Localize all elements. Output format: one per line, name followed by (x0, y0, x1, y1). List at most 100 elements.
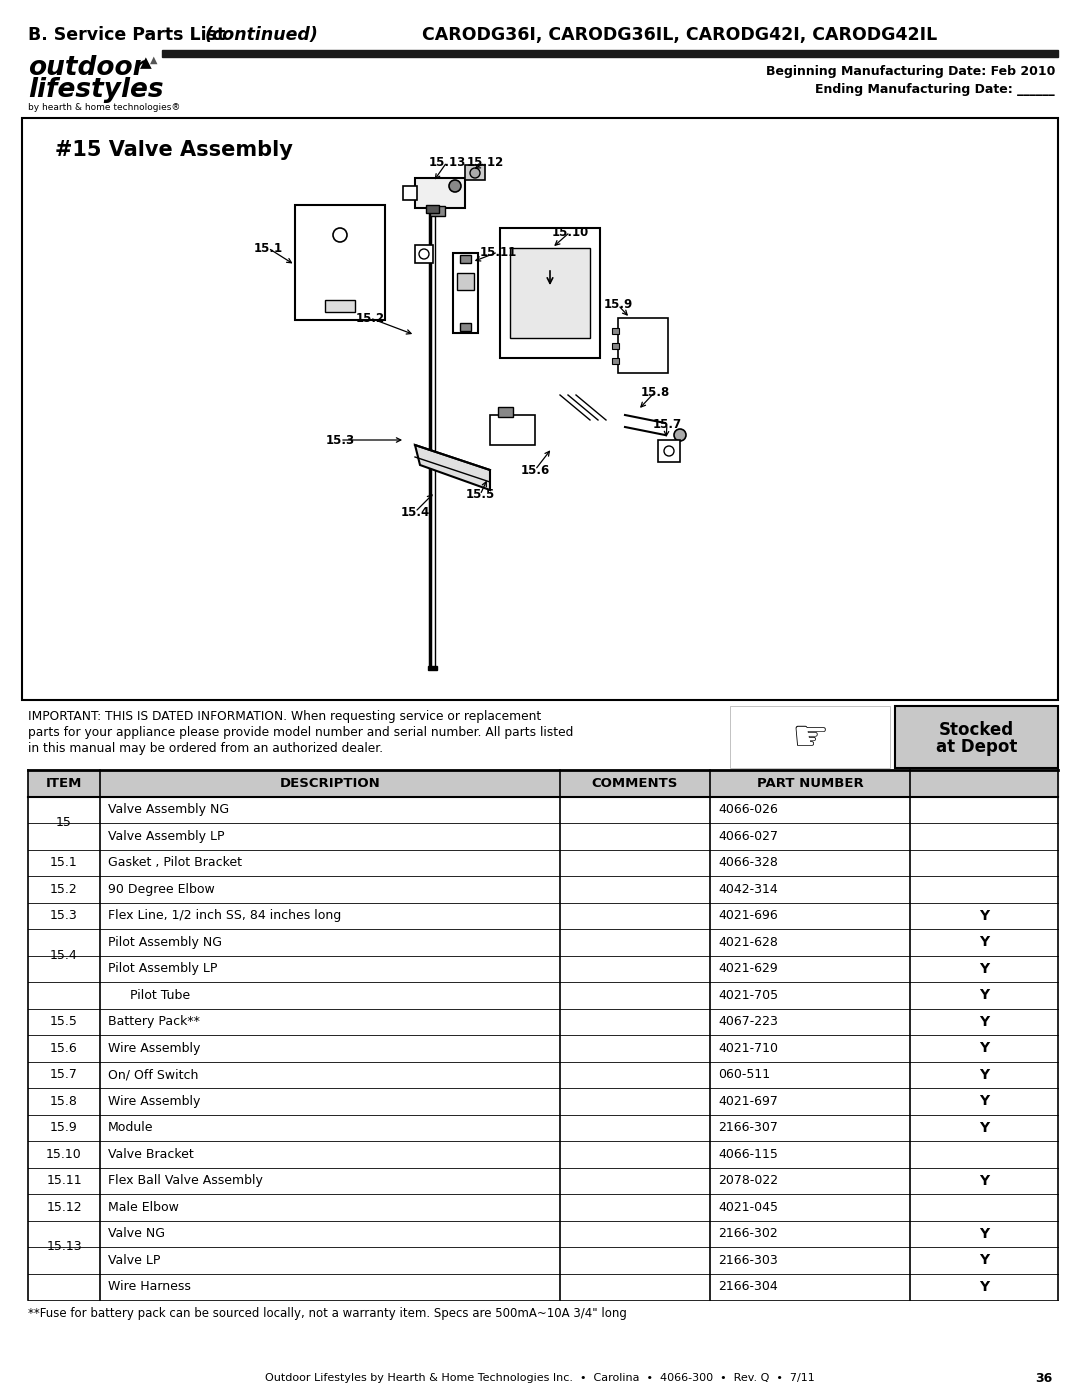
Bar (500, 228, 600, 358)
Text: #15 Valve Assembly: #15 Valve Assembly (55, 140, 293, 161)
Bar (453, 253, 478, 332)
Text: 060-511: 060-511 (718, 1069, 770, 1081)
Text: 4067-223: 4067-223 (718, 1016, 778, 1028)
Text: Y: Y (978, 988, 989, 1002)
Text: 15.7: 15.7 (652, 418, 681, 430)
Bar (403, 186, 417, 200)
Text: 15.11: 15.11 (480, 246, 516, 258)
Text: Stocked: Stocked (939, 721, 1014, 739)
Bar (28, 929, 1058, 956)
Text: Y: Y (978, 1280, 989, 1294)
Text: 15.3: 15.3 (50, 909, 78, 922)
Bar (28, 1248, 1058, 1274)
Bar (430, 205, 445, 217)
Text: Flex Line, 1/2 inch SS, 84 inches long: Flex Line, 1/2 inch SS, 84 inches long (108, 909, 341, 922)
Text: Y: Y (978, 1014, 989, 1028)
Text: 15.6: 15.6 (521, 464, 550, 476)
Text: (continued): (continued) (205, 27, 319, 43)
Text: 2078-022: 2078-022 (718, 1175, 778, 1187)
Text: Flex Ball Valve Assembly: Flex Ball Valve Assembly (108, 1175, 262, 1187)
Text: Y: Y (978, 935, 989, 949)
Bar (28, 1141, 1058, 1168)
Bar (28, 956, 1058, 982)
Text: Gasket , Pilot Bracket: Gasket , Pilot Bracket (108, 856, 242, 869)
Text: parts for your appliance please provide model number and serial number. All part: parts for your appliance please provide … (28, 726, 573, 739)
Text: 36: 36 (1035, 1372, 1052, 1384)
Text: Y: Y (978, 1253, 989, 1267)
Text: 15.8: 15.8 (50, 1095, 78, 1108)
Bar (28, 796, 1058, 823)
Text: Pilot Assembly LP: Pilot Assembly LP (108, 963, 217, 975)
Bar (28, 1221, 1058, 1248)
Text: 4021-628: 4021-628 (718, 936, 778, 949)
Text: Valve Assembly LP: Valve Assembly LP (108, 830, 225, 842)
Bar (28, 849, 1058, 876)
Bar (415, 177, 465, 208)
Text: 4066-026: 4066-026 (718, 803, 778, 816)
Text: in this manual may be ordered from an authorized dealer.: in this manual may be ordered from an au… (28, 742, 383, 754)
Text: 4021-705: 4021-705 (718, 989, 778, 1002)
Text: 15.13: 15.13 (429, 155, 465, 169)
Text: 15.10: 15.10 (552, 225, 589, 239)
Text: 15.7: 15.7 (50, 1069, 78, 1081)
Text: Male Elbow: Male Elbow (108, 1201, 179, 1214)
Polygon shape (415, 446, 490, 490)
Text: 90 Degree Elbow: 90 Degree Elbow (108, 883, 215, 895)
Text: DESCRIPTION: DESCRIPTION (280, 777, 380, 789)
Text: 2166-303: 2166-303 (718, 1253, 778, 1267)
Bar (895, 705, 1058, 768)
Text: Wire Assembly: Wire Assembly (108, 1095, 201, 1108)
Text: Beginning Manufacturing Date: Feb 2010: Beginning Manufacturing Date: Feb 2010 (766, 66, 1055, 78)
Text: CARODG36I, CARODG36IL, CARODG42I, CARODG42IL: CARODG36I, CARODG36IL, CARODG42I, CARODG… (422, 27, 937, 43)
Text: Pilot Assembly NG: Pilot Assembly NG (108, 936, 222, 949)
Text: Valve Bracket: Valve Bracket (108, 1148, 193, 1161)
Bar (28, 1009, 1058, 1035)
Bar (498, 407, 513, 416)
Bar (28, 1194, 1058, 1221)
Bar (490, 415, 535, 446)
Text: Valve Assembly NG: Valve Assembly NG (108, 803, 229, 816)
Text: Pilot Tube: Pilot Tube (130, 989, 190, 1002)
Bar (415, 244, 433, 263)
Text: ▲: ▲ (150, 54, 158, 66)
Bar (28, 770, 1058, 796)
Text: 15.9: 15.9 (50, 1122, 78, 1134)
Bar (28, 823, 1058, 849)
Text: Y: Y (978, 1041, 989, 1055)
Text: 4021-697: 4021-697 (718, 1095, 778, 1108)
Bar (295, 205, 384, 320)
Text: 15.2: 15.2 (50, 883, 78, 895)
Bar (612, 328, 619, 334)
Bar (465, 165, 485, 180)
Text: at Depot: at Depot (935, 738, 1017, 756)
Circle shape (664, 446, 674, 455)
Bar (457, 272, 474, 291)
Text: 15.5: 15.5 (50, 1016, 78, 1028)
Bar (28, 1088, 1058, 1115)
Bar (612, 344, 619, 349)
Bar (28, 982, 1058, 1009)
Text: 2166-302: 2166-302 (718, 1227, 778, 1241)
Text: outdoor: outdoor (28, 54, 146, 81)
Text: 15: 15 (56, 816, 72, 830)
Text: 15.12: 15.12 (46, 1201, 82, 1214)
Bar (28, 902, 1058, 929)
Text: Y: Y (978, 1227, 989, 1241)
Text: Y: Y (978, 909, 989, 923)
Bar (658, 440, 680, 462)
Bar (428, 666, 437, 671)
Text: 15.4: 15.4 (401, 506, 430, 518)
Text: Wire Assembly: Wire Assembly (108, 1042, 201, 1055)
Bar (730, 705, 890, 768)
Bar (426, 205, 438, 212)
Text: Module: Module (108, 1122, 153, 1134)
Text: 2166-307: 2166-307 (718, 1122, 778, 1134)
Circle shape (674, 429, 686, 441)
Text: 15.3: 15.3 (325, 433, 354, 447)
Bar (22, 117, 1058, 700)
Text: **Fuse for battery pack can be sourced locally, not a warranty item. Specs are 5: **Fuse for battery pack can be sourced l… (28, 1308, 626, 1320)
Text: 15.5: 15.5 (465, 489, 495, 502)
Text: Wire Harness: Wire Harness (108, 1280, 191, 1294)
Text: Y: Y (978, 1173, 989, 1187)
Bar (325, 300, 355, 312)
